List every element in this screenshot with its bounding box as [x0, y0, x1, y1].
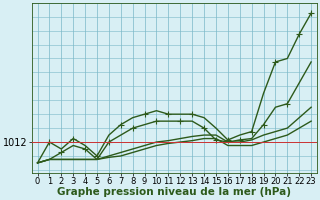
X-axis label: Graphe pression niveau de la mer (hPa): Graphe pression niveau de la mer (hPa) — [57, 187, 291, 197]
